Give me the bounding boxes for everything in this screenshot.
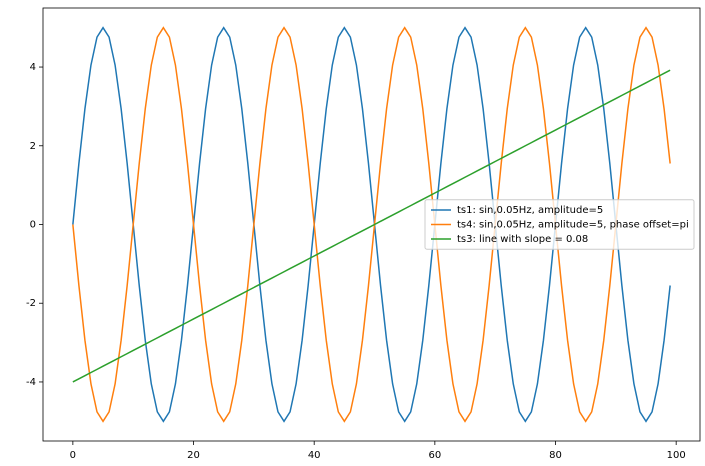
x-tick-label: 20 (187, 450, 200, 461)
y-tick-label: 2 (30, 141, 36, 152)
x-tick-label: 60 (428, 450, 441, 461)
y-tick-label: -4 (26, 377, 36, 388)
series-line (72, 69, 671, 383)
x-tick-label: 80 (549, 450, 562, 461)
y-tick-label: -2 (26, 298, 36, 309)
y-tick-label: 4 (30, 62, 36, 73)
legend: ts1: sin,0.05Hz, amplitude=5 ts4: sin,0.0… (424, 199, 695, 250)
plot-frame (42, 7, 701, 442)
legend-label: ts4: sin,0.05Hz, amplitude=5, phase offs… (457, 220, 689, 231)
legend-label: ts3: line with slope = 0.08 (457, 234, 588, 245)
legend-label: ts1: sin,0.05Hz, amplitude=5 (457, 205, 603, 216)
y-tick-label: 0 (30, 220, 36, 231)
x-tick-label: 100 (667, 450, 686, 461)
x-tick-label: 0 (70, 450, 76, 461)
legend-box (424, 199, 695, 250)
x-tick-label: 40 (308, 450, 321, 461)
series-line (72, 26, 671, 423)
series-line (72, 26, 671, 423)
